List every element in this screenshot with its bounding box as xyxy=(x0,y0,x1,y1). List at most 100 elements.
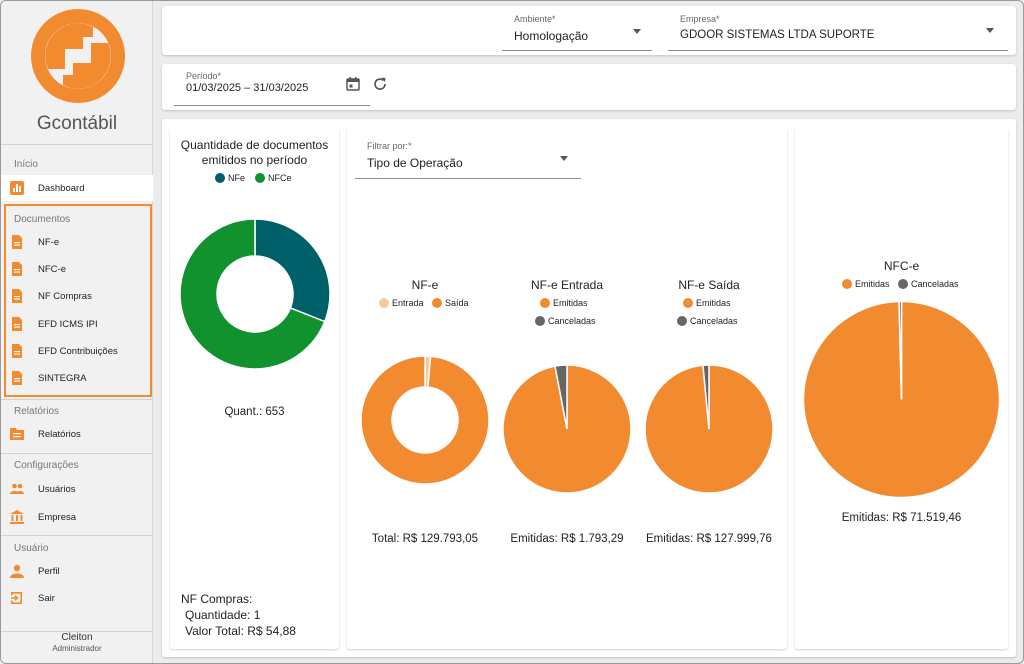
legend-item-canceladas[interactable]: Canceladas xyxy=(898,279,959,289)
sidebar-item-nfce[interactable]: NFC-e xyxy=(1,256,153,282)
sidebar-item-label: NF Compras xyxy=(38,291,92,302)
sidebar-item-label: NFC-e xyxy=(38,264,66,275)
ambiente-label: Ambiente* xyxy=(514,14,556,24)
sidebar-item-relatorios[interactable]: Relatórios xyxy=(1,421,153,447)
section-label-documentos: Documentos xyxy=(14,214,71,225)
legend-label: Emitidas xyxy=(855,279,890,289)
document-icon xyxy=(12,262,22,276)
legend-label: Canceladas xyxy=(911,279,959,289)
sidebar-item-dashboard[interactable]: Dashboard xyxy=(1,175,153,201)
summary-panel: Quantidade de documentos emitidos no per… xyxy=(170,128,339,649)
chevron-down-icon xyxy=(560,156,568,161)
legend-item-emitidas[interactable]: Emitidas xyxy=(842,279,890,289)
sidebar-item-empresa[interactable]: Empresa xyxy=(1,504,153,530)
sidebar-item-label: Sair xyxy=(38,593,55,604)
documents-donut-chart xyxy=(179,218,331,370)
section-label-relatorios: Relatórios xyxy=(14,406,60,417)
sidebar-item-efd-contribuicoes[interactable]: EFD Contribuições xyxy=(1,338,153,364)
chart-title-nfce: NFC-e xyxy=(883,259,920,273)
legend-label: Canceladas xyxy=(548,316,596,326)
document-icon xyxy=(12,317,22,331)
pie-slice-canceladas[interactable] xyxy=(898,301,903,400)
divider xyxy=(1,144,153,145)
document-icon xyxy=(12,344,22,358)
sidebar-item-efd-icms-ipi[interactable]: EFD ICMS IPI xyxy=(1,311,153,337)
logo: Gcontábil xyxy=(1,1,153,143)
logout-icon xyxy=(11,592,22,604)
pie-slice-nfe[interactable] xyxy=(254,218,331,323)
document-icon xyxy=(12,235,22,249)
legend-dot xyxy=(677,316,687,326)
nfe-saida-pie-chart xyxy=(644,364,774,494)
report-icon xyxy=(10,428,24,440)
operations-panel: Filtrar por:* Tipo de Operação NF-e Entr… xyxy=(347,128,787,649)
nfce-total: Emitidas: R$ 71.519,46 xyxy=(841,512,962,524)
sidebar-item-nfe[interactable]: NF-e xyxy=(1,229,153,255)
empresa-label: Empresa* xyxy=(680,14,720,24)
legend-item-nfe[interactable]: NFe xyxy=(215,173,245,183)
legend-dot xyxy=(535,316,545,326)
legend-dot xyxy=(379,298,389,308)
summary-title-line1: Quantidade de documentos xyxy=(180,138,329,152)
ambiente-underline xyxy=(502,50,652,51)
legend-label: NFe xyxy=(228,173,246,183)
calendar-icon[interactable] xyxy=(346,77,360,91)
pie-slice-nfce[interactable] xyxy=(179,218,326,370)
legend-item-saida[interactable]: Saída xyxy=(432,298,469,308)
legend-item-canceladas[interactable]: Canceladas xyxy=(535,316,596,326)
bank-icon xyxy=(10,510,24,524)
nf-compras-quantidade: Quantidade: 1 xyxy=(185,608,261,622)
chart-title-nfe-entrada: NF-e Entrada xyxy=(530,278,604,292)
legend-dot xyxy=(683,298,693,308)
period-card: Período* 01/03/2025 – 31/03/2025 xyxy=(162,64,1016,110)
empresa-value: GDOOR SISTEMAS LTDA SUPORTE xyxy=(680,29,875,41)
summary-title-line2: emitidos no período xyxy=(201,153,308,167)
empresa-underline xyxy=(668,50,1008,51)
legend-item-canceladas[interactable]: Canceladas xyxy=(677,316,738,326)
nfe-entrada-pie-chart xyxy=(502,364,632,494)
sidebar-item-nf-compras[interactable]: NF Compras xyxy=(1,283,153,309)
pie-slice-canceladas[interactable] xyxy=(554,364,568,430)
pie-slice-sa-da[interactable] xyxy=(360,355,490,485)
legend-item-nfce[interactable]: NFCe xyxy=(255,173,292,183)
user-role: Administrador xyxy=(52,644,102,653)
sidebar-item-sintegra[interactable]: SINTEGRA xyxy=(1,365,153,391)
sidebar-item-sair[interactable]: Sair xyxy=(1,585,153,611)
sidebar: Gcontábil Início Dashboard Documentos NF… xyxy=(1,1,153,663)
sidebar-item-label: NF-e xyxy=(38,237,60,248)
sidebar-item-usuarios[interactable]: Usuários xyxy=(1,476,153,502)
app-name: Gcontábil xyxy=(36,113,118,134)
legend-dot xyxy=(898,279,908,289)
sidebar-item-label: Empresa xyxy=(38,512,77,523)
sidebar-item-label: EFD ICMS IPI xyxy=(38,319,98,330)
divider xyxy=(1,535,153,536)
pie-slice-canceladas[interactable] xyxy=(702,364,710,430)
document-icon xyxy=(12,289,22,303)
legend-dot xyxy=(842,279,852,289)
legend-item-emitidas[interactable]: Emitidas xyxy=(683,298,731,308)
section-label-configuracoes: Configurações xyxy=(14,460,79,471)
legend-item-entrada[interactable]: Entrada xyxy=(379,298,424,308)
divider xyxy=(1,453,153,454)
nf-compras-title: NF Compras: xyxy=(181,592,253,606)
refresh-icon[interactable] xyxy=(372,76,388,92)
nfe-donut-chart xyxy=(360,355,490,485)
legend-dot xyxy=(432,298,442,308)
legend-dot xyxy=(215,173,225,183)
legend-label: Emitidas xyxy=(696,298,731,308)
user-name: Cleiton xyxy=(61,632,93,643)
gcontabil-logo-icon xyxy=(31,9,125,103)
periodo-label: Período* xyxy=(186,71,222,81)
user-info: Cleiton Administrador xyxy=(1,632,153,653)
nfce-panel: NFC-e Emitidas Canceladas Emitidas: R$ 7… xyxy=(795,128,1008,649)
ambiente-value: Homologação xyxy=(514,29,589,43)
legend-label: Saída xyxy=(445,298,469,308)
legend-label: Entrada xyxy=(392,298,424,308)
legend-item-emitidas[interactable]: Emitidas xyxy=(540,298,588,308)
filter-value: Tipo de Operação xyxy=(367,156,463,170)
summary-quant: Quant.: 653 xyxy=(224,406,285,418)
section-label-inicio: Início xyxy=(14,159,38,170)
filter-label: Filtrar por:* xyxy=(367,141,412,151)
sidebar-item-perfil[interactable]: Perfil xyxy=(1,558,153,584)
